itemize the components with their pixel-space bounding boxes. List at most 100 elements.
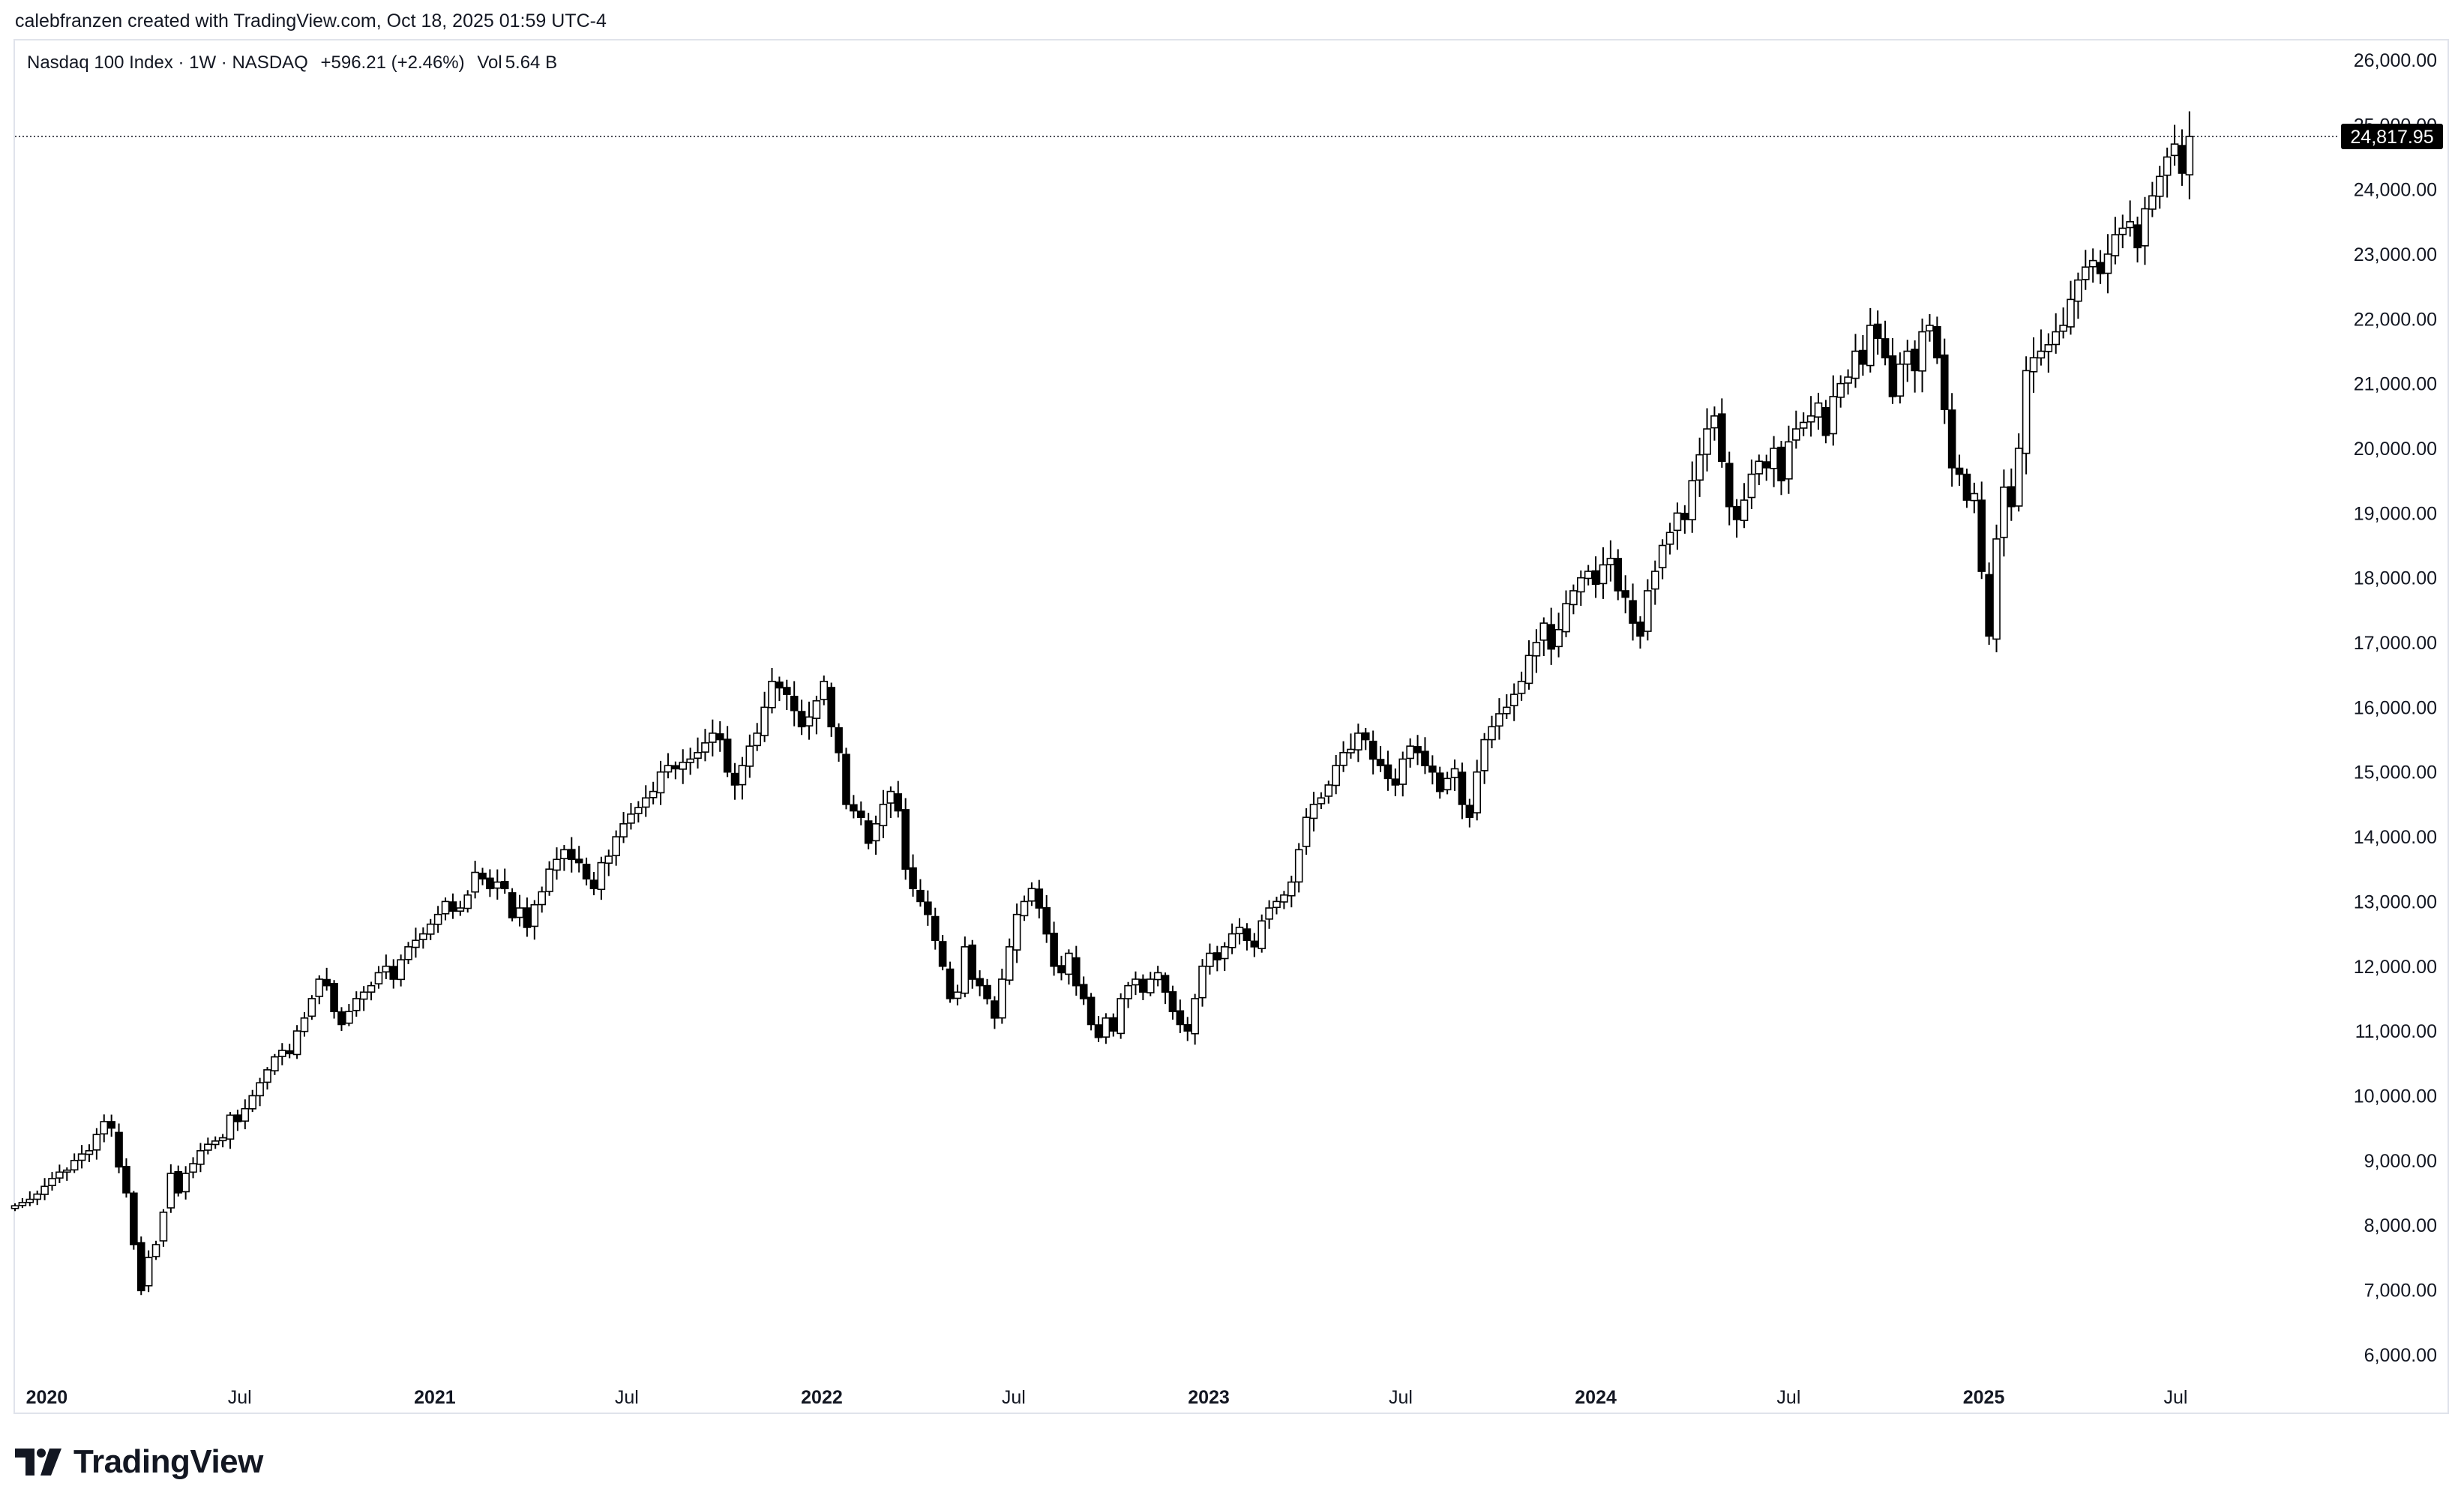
candle	[879, 789, 888, 838]
candle-body	[456, 907, 465, 912]
price-tick-label: 19,000.00	[2354, 503, 2437, 524]
candle	[211, 1136, 220, 1149]
candle-body	[1688, 480, 1697, 520]
price-tick-label: 8,000.00	[2364, 1215, 2437, 1236]
candle	[1094, 1016, 1103, 1042]
candle	[300, 1012, 309, 1037]
candle-body	[204, 1143, 212, 1151]
candle-body	[2037, 350, 2046, 359]
candle-body	[433, 913, 442, 925]
candle	[1139, 974, 1147, 1000]
candle	[2148, 181, 2157, 217]
candle-body	[397, 959, 405, 981]
candle-body	[1191, 998, 1199, 1035]
candle	[1443, 771, 1452, 795]
price-tick-label: 13,000.00	[2354, 891, 2437, 912]
candle	[901, 798, 910, 880]
candle	[1324, 780, 1333, 804]
time-tick-label: 2022	[801, 1387, 843, 1408]
candle	[1532, 629, 1541, 673]
candle	[92, 1128, 101, 1160]
candle-body	[2081, 266, 2090, 280]
candle-body	[478, 872, 487, 879]
candle-body	[307, 998, 316, 1017]
candle	[174, 1165, 183, 1197]
candle	[1176, 999, 1185, 1033]
candle-body	[1265, 907, 1273, 920]
candle-body	[1109, 1017, 1118, 1032]
candle	[493, 869, 502, 900]
candle	[2118, 214, 2127, 249]
symbol-title[interactable]: Nasdaq 100 Index · 1W · NASDAQ	[27, 52, 308, 73]
candle-body	[1636, 622, 1644, 637]
candle-body	[1428, 765, 1437, 773]
candle-body	[389, 966, 398, 980]
candle-body	[694, 752, 702, 759]
candle	[1250, 933, 1259, 957]
candle-body	[931, 915, 940, 942]
candle	[1695, 437, 1704, 497]
time-scale[interactable]: 2020 Jul 2021 Jul 2022 Jul 2023 Jul 2024 Jul 2025 J…	[26, 1387, 2188, 1408]
candle	[664, 753, 673, 779]
candle-body	[953, 991, 962, 999]
candle-body	[1220, 946, 1229, 960]
candle	[574, 846, 583, 873]
candle	[679, 749, 688, 784]
candle-body	[2185, 136, 2194, 175]
candle	[1785, 425, 1793, 494]
candle-body	[352, 998, 361, 1011]
candle-body	[1851, 350, 1860, 379]
volume-value: 5.64 B	[505, 52, 558, 73]
candle-body	[1406, 745, 1414, 759]
candle	[1524, 640, 1533, 690]
candle	[471, 861, 479, 899]
candle	[441, 897, 450, 921]
candle-body	[1488, 726, 1496, 741]
candle-body	[367, 984, 376, 993]
candle	[1554, 613, 1563, 658]
candle	[1280, 891, 1288, 909]
candle	[1488, 715, 1496, 748]
chart-pane[interactable]	[13, 39, 2449, 1414]
last-price-label: 24,817.95	[2350, 127, 2433, 148]
candle	[1806, 396, 1815, 437]
candle-body	[1799, 421, 1808, 429]
price-scale[interactable]: 26,000.0025,000.0024,000.0023,000.0022,0…	[2354, 50, 2437, 1366]
candle	[1376, 746, 1385, 772]
candle	[694, 737, 702, 769]
candle	[1673, 502, 1682, 550]
candle	[530, 900, 539, 940]
candle	[1896, 352, 1905, 404]
candle	[2067, 280, 2075, 335]
brand-name: TradingView	[73, 1443, 263, 1480]
candle-body	[1294, 849, 1303, 883]
candle-body	[1621, 590, 1629, 598]
candle	[1206, 943, 1214, 975]
price-tick-label: 21,000.00	[2354, 374, 2437, 395]
price-tick-label: 9,000.00	[2364, 1151, 2437, 1172]
candle-body	[315, 978, 324, 997]
candle	[1547, 607, 1556, 665]
candle	[961, 936, 970, 998]
candle-body	[2044, 344, 2053, 352]
candle	[1859, 335, 1867, 376]
candle	[1153, 966, 1162, 987]
candle-body	[1450, 768, 1459, 778]
candle	[553, 847, 561, 880]
candle-body	[1087, 996, 1096, 1026]
brand-watermark[interactable]: TradingView	[15, 1443, 263, 1482]
candle-body	[976, 978, 984, 987]
candle	[2014, 433, 2023, 512]
candle-body	[1947, 409, 1956, 469]
candle-body	[136, 1242, 145, 1292]
candle-body	[448, 901, 457, 912]
candle	[1257, 914, 1266, 953]
candle	[1933, 316, 1941, 364]
candle	[292, 1025, 301, 1059]
candle	[1109, 1013, 1118, 1037]
candle	[1955, 454, 1964, 486]
candle	[277, 1043, 286, 1065]
candle-body	[1324, 784, 1333, 797]
candle	[1755, 454, 1764, 486]
